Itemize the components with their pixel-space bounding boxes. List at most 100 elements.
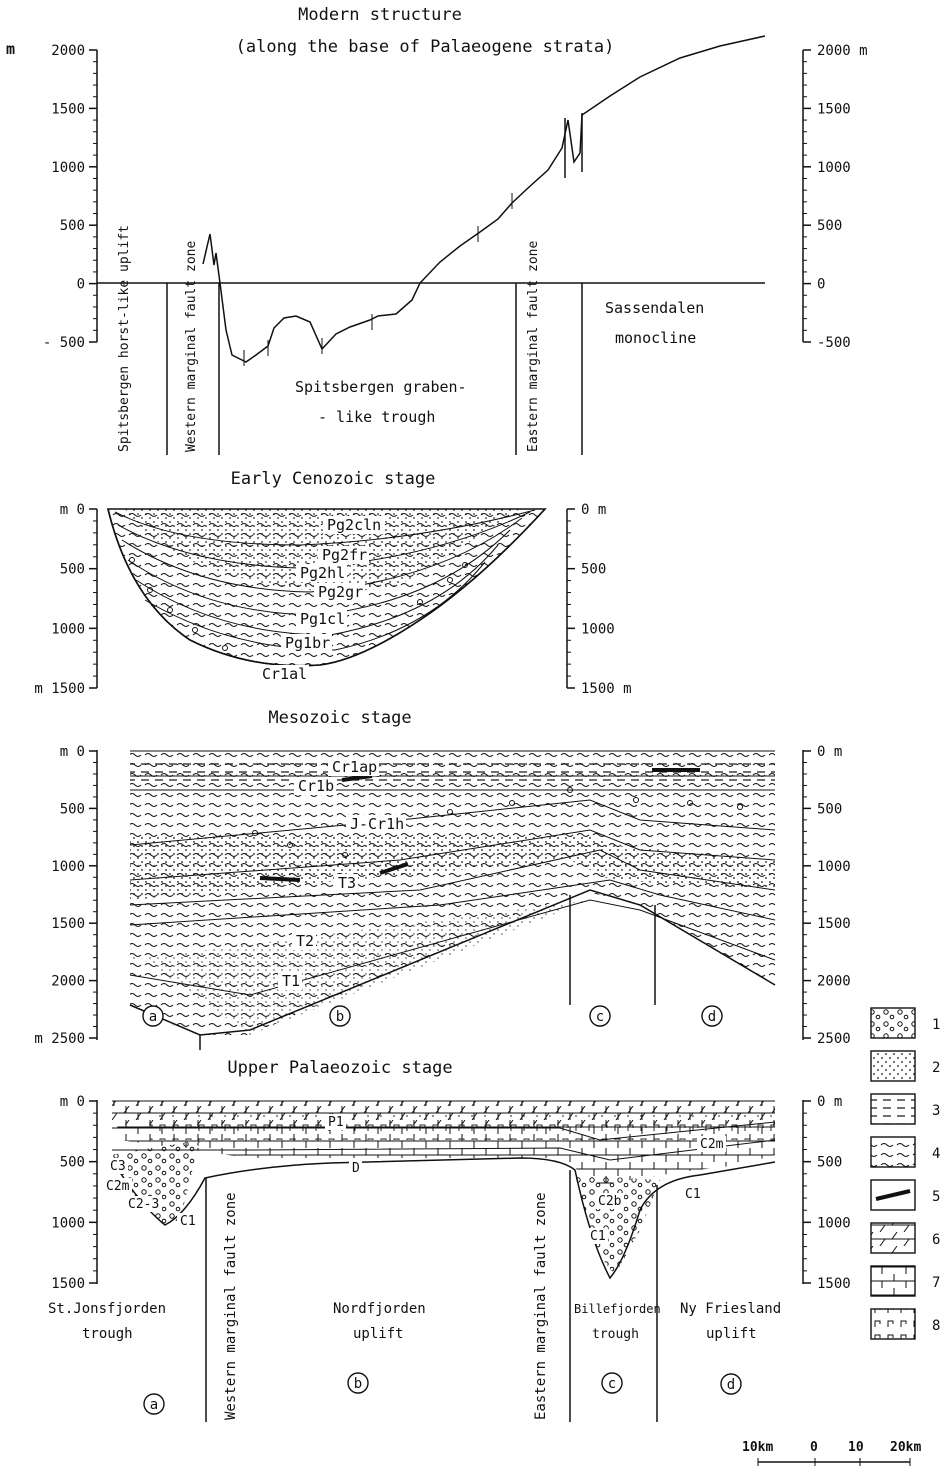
panel4-stjons-label-2: trough <box>82 1326 133 1342</box>
panel3-zone-markers: a b c d <box>142 1005 723 1027</box>
panel3-t1-sand <box>130 900 590 1035</box>
legend-swatch-3 <box>870 1093 916 1125</box>
panel4-right-ticks: 0 m 500 1000 1500 <box>803 1094 851 1292</box>
panel-modern-structure: Modern structure (along the base of Pala… <box>6 5 868 455</box>
panel3-zone-circle-1 <box>329 1005 351 1027</box>
panel4-zone-0: a <box>150 1397 158 1413</box>
panel2-unit-2: Pg2hl <box>300 564 345 582</box>
panel4-right-tick-2: 1000 <box>817 1215 851 1231</box>
panel4-western-label: Western marginal fault zone <box>223 1192 239 1420</box>
panel1-left-tick-3: 500 <box>60 218 85 234</box>
panel3-left-ticks: m 0 500 1000 1500 2000 m 2500 <box>34 744 97 1047</box>
legend-swatch-5 <box>870 1179 916 1211</box>
legend-label-7: 7 <box>932 1275 940 1291</box>
panel3-unit-1: Cr1b <box>298 777 334 795</box>
panel4-zone-lines <box>205 1170 658 1422</box>
panel3-left-tick-3: 1500 <box>51 916 85 932</box>
panel4-zone-circle-2 <box>601 1372 623 1394</box>
panel4-unit-9: C1 <box>685 1187 701 1202</box>
legend-label-1: 1 <box>932 1017 940 1033</box>
panel3-left-tick-0: m 0 <box>60 744 85 760</box>
panel2-left-tick-2: 1000 <box>51 621 85 637</box>
scale-label-10km: 10km <box>742 1440 773 1455</box>
panel1-left-tick-0: 2000 <box>51 43 85 59</box>
panel3-zone-1: b <box>336 1009 344 1025</box>
panel2-right-tick-3: 1500 m <box>581 681 632 697</box>
panel4-unit-0: P1 <box>328 1115 344 1130</box>
panel4-unit-2: C3 <box>110 1159 126 1174</box>
panel3-right-tick-0: 0 m <box>817 744 842 760</box>
legend-label-3: 3 <box>932 1103 940 1119</box>
panel4-ny-label-2: uplift <box>706 1326 757 1342</box>
panel-early-cenozoic: Early Cenozoic stage m 0 500 1000 m 1500 0 … <box>34 469 631 697</box>
panel1-right-ticks: 2000 m 1500 1000 500 0 -500 <box>803 43 868 351</box>
panel2-unit-3: Pg2gr <box>318 583 363 601</box>
panel4-nord-label-2: uplift <box>353 1326 404 1342</box>
scale-label-0: 0 <box>810 1440 818 1455</box>
panel1-left-ticks: 2000 1500 1000 500 0 - 500 <box>43 43 97 351</box>
panel4-unit-4: C2-3 <box>128 1197 159 1212</box>
panel2-left-ticks: m 0 500 1000 m 1500 <box>34 502 97 697</box>
panel4-ny-label-1: Ny Friesland <box>680 1301 781 1317</box>
panel2-left-tick-3: m 1500 <box>34 681 85 697</box>
panel4-zone-3: d <box>727 1377 735 1393</box>
panel4-left-ticks: m 0 500 1000 1500 <box>51 1094 97 1292</box>
panel3-zone-circle-0 <box>142 1005 164 1027</box>
panel2-unit-1: Pg2fr <box>322 546 367 564</box>
panel3-left-tick-2: 1000 <box>51 859 85 875</box>
panel1-eastern-label: Eastern marginal fault zone <box>526 241 541 452</box>
panel1-subtitle: (along the base of Palaeogene strata) <box>236 37 615 57</box>
panel4-eastern-label: Eastern marginal fault zone <box>533 1192 549 1420</box>
panel1-graben-label-2: - like trough <box>318 408 435 426</box>
panel3-zone-0: a <box>149 1009 157 1025</box>
panel1-left-tick-5: - 500 <box>43 335 85 351</box>
panel3-unit-5: T1 <box>282 972 300 990</box>
legend-swatch-6 <box>870 1222 916 1254</box>
panel1-fault-ticks <box>243 113 583 366</box>
panel4-left-tick-0: m 0 <box>60 1094 85 1110</box>
panel4-left-tick-3: 1500 <box>51 1276 85 1292</box>
panel2-base <box>107 508 546 667</box>
panel3-base <box>129 889 776 1036</box>
panel4-unit-1: D <box>352 1161 360 1176</box>
legend-swatch-1 <box>870 1007 916 1039</box>
panel4-zone-1: b <box>354 1376 362 1392</box>
panel1-title: Modern structure <box>298 5 462 25</box>
panel1-left-unit: m <box>6 40 15 58</box>
scale-bar: 10km 0 10 20km <box>742 1440 921 1466</box>
panel3-right-tick-1: 500 <box>817 801 842 817</box>
panel4-bille-label-1: Billefjorden <box>574 1302 661 1316</box>
panel1-right-tick-1: 1500 <box>817 101 851 117</box>
panel1-western-label: Western marginal fault zone <box>184 241 199 452</box>
panel4-right-tick-0: 0 m <box>817 1094 842 1110</box>
panel1-left-tick-1: 1500 <box>51 101 85 117</box>
panel3-left-tick-4: 2000 <box>51 974 85 990</box>
panel4-title: Upper Palaeozoic stage <box>227 1058 452 1078</box>
panel2-title: Early Cenozoic stage <box>231 469 436 489</box>
panel4-unit-7: C2b <box>598 1194 622 1209</box>
panel4-zone-circle-1 <box>347 1372 369 1394</box>
panel3-zone-2: c <box>596 1009 604 1025</box>
panel4-left-tick-2: 1000 <box>51 1215 85 1231</box>
panel1-right-tick-0: 2000 m <box>817 43 868 59</box>
panel3-pebbles <box>252 787 743 858</box>
panel4-bille-label-2: trough <box>592 1327 639 1342</box>
panel3-right-tick-4: 2000 <box>817 974 851 990</box>
panel4-stjons-label-1: St.Jonsfjorden <box>48 1301 166 1317</box>
panel2-right-ticks: 0 m 500 1000 1500 m <box>567 502 632 697</box>
panel1-left-tick-4: 0 <box>77 277 85 293</box>
panel4-unit-5: C1 <box>180 1214 196 1229</box>
panel1-sassendalen-label-2: monocline <box>615 329 696 347</box>
panel3-unit-2: J-Cr1h <box>350 815 404 833</box>
panel4-unit-8: C2m <box>700 1137 724 1152</box>
legend-label-6: 6 <box>932 1232 940 1248</box>
panel3-coal-seams <box>259 768 700 882</box>
legend-label-8: 8 <box>932 1318 940 1334</box>
panel3-title: Mesozoic stage <box>268 708 411 728</box>
panel4-zone-markers: a b c d <box>143 1372 742 1415</box>
panel4-base <box>111 1157 776 1280</box>
panel3-zone-lines <box>199 895 656 1050</box>
legend-swatch-7 <box>870 1265 916 1297</box>
